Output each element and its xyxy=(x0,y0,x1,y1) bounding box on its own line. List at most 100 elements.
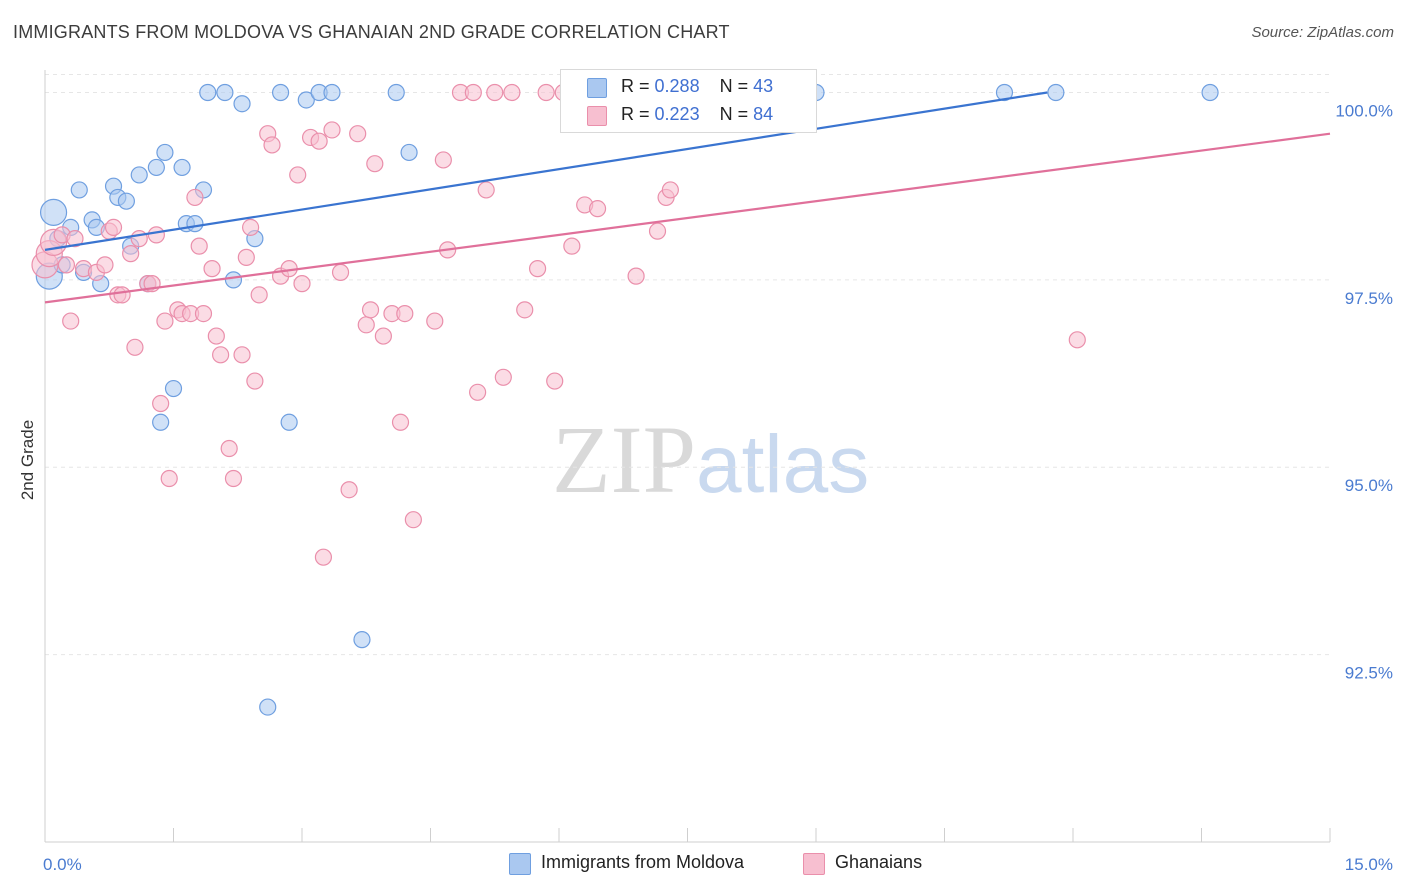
point-ghanaians xyxy=(263,136,281,154)
point-ghanaians xyxy=(242,218,260,236)
point-moldova xyxy=(297,91,315,109)
point-ghanaians xyxy=(426,312,444,330)
point-moldova xyxy=(271,83,290,102)
point-ghanaians xyxy=(391,413,410,431)
correlation-legend: R = 0.288 N = 43 R = 0.223 N = 84 xyxy=(560,69,817,133)
bottom-legend-swatch-ghanaians xyxy=(803,853,825,875)
trend-lines xyxy=(44,91,1331,304)
point-ghanaians xyxy=(186,188,204,207)
point-ghanaians xyxy=(190,237,208,255)
bottom-legend-label-moldova: Immigrants from Moldova xyxy=(541,852,745,872)
point-moldova xyxy=(152,413,170,431)
point-ghanaians xyxy=(528,260,547,278)
y-tick-label: 92.5% xyxy=(1345,664,1393,683)
point-ghanaians xyxy=(66,230,84,248)
legend-n-value-ghanaians: 84 xyxy=(753,104,774,124)
point-ghanaians xyxy=(469,383,487,401)
point-ghanaians xyxy=(588,200,607,218)
point-ghanaians xyxy=(62,312,80,330)
point-ghanaians xyxy=(434,151,452,169)
point-ghanaians xyxy=(220,439,238,458)
legend-r-label: R = xyxy=(621,76,650,96)
point-ghanaians xyxy=(126,338,144,356)
point-ghanaians xyxy=(122,245,140,263)
point-ghanaians xyxy=(503,83,521,102)
point-moldova xyxy=(39,198,68,227)
point-ghanaians xyxy=(314,548,333,566)
point-ghanaians xyxy=(113,286,131,304)
point-ghanaians xyxy=(310,132,328,150)
point-ghanaians xyxy=(96,256,114,274)
point-ghanaians xyxy=(233,346,251,364)
point-ghanaians xyxy=(464,83,482,102)
y-tick-label: 97.5% xyxy=(1345,289,1393,308)
point-ghanaians xyxy=(293,275,311,293)
point-ghanaians xyxy=(546,372,564,390)
y-tick-label: 95.0% xyxy=(1345,476,1393,495)
point-moldova xyxy=(130,166,148,184)
bottom-legend-swatch-moldova xyxy=(509,853,531,875)
point-moldova xyxy=(400,143,418,162)
trend-line-ghanaians xyxy=(44,132,1331,304)
point-ghanaians xyxy=(246,372,264,390)
point-ghanaians xyxy=(494,368,512,386)
point-moldova xyxy=(186,215,204,233)
point-ghanaians xyxy=(160,469,178,488)
point-ghanaians xyxy=(537,83,555,102)
point-moldova xyxy=(1201,83,1219,102)
point-ghanaians xyxy=(194,304,213,323)
point-ghanaians xyxy=(486,83,504,102)
legend-r-value-moldova: 0.288 xyxy=(654,76,700,96)
y-axis-title: 2nd Grade xyxy=(18,420,37,500)
chart-title: IMMIGRANTS FROM MOLDOVA VS GHANAIAN 2ND … xyxy=(13,22,730,42)
point-ghanaians xyxy=(516,301,534,319)
x-tick-label-max: 15.0% xyxy=(1345,855,1393,874)
point-moldova xyxy=(70,181,88,199)
point-ghanaians xyxy=(224,469,243,488)
point-ghanaians xyxy=(349,125,367,143)
point-moldova xyxy=(147,158,165,177)
data-points xyxy=(31,83,1219,716)
point-ghanaians xyxy=(661,181,679,199)
point-ghanaians xyxy=(331,263,350,281)
point-moldova xyxy=(199,83,217,102)
point-ghanaians xyxy=(156,312,174,330)
source-label: Source: ZipAtlas.com xyxy=(1251,24,1394,41)
watermark-zip: ZIP xyxy=(552,406,696,513)
bottom-legend-label-ghanaians: Ghanaians xyxy=(835,852,923,872)
point-moldova xyxy=(259,698,277,716)
legend-n-label: N = xyxy=(719,76,749,96)
watermark: ZIPatlas xyxy=(552,404,869,515)
point-moldova xyxy=(224,271,243,289)
legend-r-label: R = xyxy=(621,104,650,124)
point-moldova xyxy=(173,158,191,177)
point-ghanaians xyxy=(152,394,170,413)
point-moldova xyxy=(164,379,183,398)
point-moldova xyxy=(353,631,371,649)
point-moldova xyxy=(1047,83,1065,102)
point-ghanaians xyxy=(357,316,375,334)
point-ghanaians xyxy=(147,226,165,244)
point-moldova xyxy=(233,95,251,113)
point-ghanaians xyxy=(289,166,307,184)
point-ghanaians xyxy=(1068,331,1086,349)
legend-n-label: N = xyxy=(719,104,749,124)
point-ghanaians xyxy=(57,256,76,274)
legend-swatch-moldova xyxy=(587,78,607,98)
point-ghanaians xyxy=(648,222,667,240)
y-tick-label: 100.0% xyxy=(1335,101,1393,120)
trend-line-moldova xyxy=(44,91,1048,251)
point-ghanaians xyxy=(366,155,384,173)
point-ghanaians xyxy=(212,346,230,364)
legend-n-value-moldova: 43 xyxy=(753,76,774,96)
point-ghanaians xyxy=(361,301,380,319)
point-moldova xyxy=(280,413,298,431)
legend-swatch-ghanaians xyxy=(587,106,607,126)
point-moldova xyxy=(387,83,405,102)
point-ghanaians xyxy=(323,121,341,139)
point-ghanaians xyxy=(404,511,422,529)
point-ghanaians xyxy=(207,327,225,345)
point-ghanaians xyxy=(250,286,268,304)
point-ghanaians xyxy=(477,181,495,199)
